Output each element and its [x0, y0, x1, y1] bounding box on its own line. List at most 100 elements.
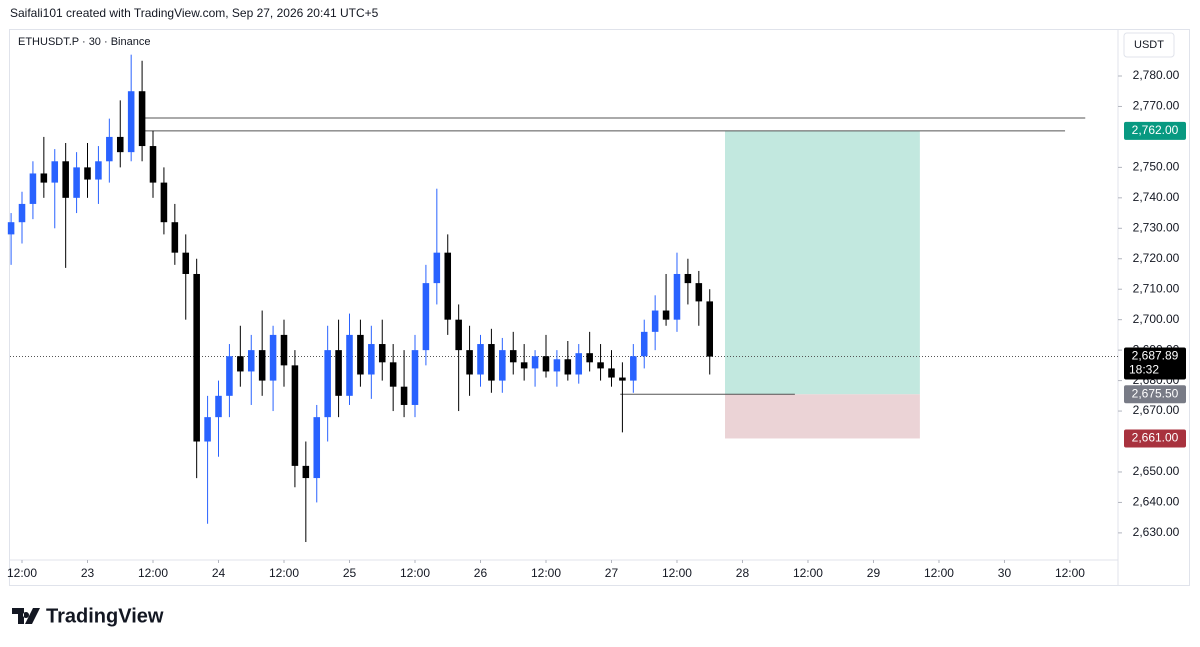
x-tick-label: 12:00: [138, 566, 168, 580]
y-tick-label: 2,700.00: [1133, 312, 1180, 326]
candle-body: [411, 350, 419, 405]
target-tag: [1124, 121, 1186, 140]
x-tick-label: 12:00: [1055, 566, 1085, 580]
candle-body: [499, 350, 506, 381]
x-tick-label: 12:00: [662, 566, 692, 580]
candle-body: [313, 417, 321, 479]
candle-body: [215, 395, 222, 418]
x-tick-label: 12:00: [793, 566, 823, 580]
x-tick-label: 24: [212, 566, 226, 580]
symbol-title: ETHUSDT.P · 30 · Binance: [18, 36, 150, 48]
candle-body: [564, 359, 572, 375]
candle-body: [542, 356, 550, 372]
current-price-tag: [1124, 347, 1186, 380]
candle-body: [62, 161, 69, 198]
candle-body: [18, 203, 26, 223]
candle-body: [422, 283, 430, 351]
candle-body: [40, 173, 48, 183]
candle-body: [586, 353, 593, 363]
candle-body: [95, 161, 102, 180]
candle-body: [488, 344, 495, 381]
current-price-label: 2,687.89: [1132, 349, 1179, 363]
candle-body: [106, 136, 113, 162]
x-tick-label: 26: [474, 566, 488, 580]
target-tag-label: 2,762.00: [1132, 123, 1179, 137]
profit-zone: [725, 130, 920, 395]
y-tick-label: 2,670.00: [1133, 403, 1180, 417]
y-tick-label: 2,770.00: [1133, 99, 1180, 113]
candle-body: [302, 465, 310, 479]
x-tick-label: 27: [605, 566, 619, 580]
candle-body: [520, 362, 528, 369]
candle-body: [662, 310, 670, 320]
candle-body: [531, 356, 539, 369]
candle-body: [116, 136, 124, 153]
candle-body: [706, 301, 714, 357]
y-tick-label: 2,740.00: [1133, 190, 1180, 204]
candle-body: [509, 350, 517, 363]
loss-zone: [725, 394, 920, 439]
logo: TradingView: [12, 605, 164, 627]
entry-tag-label: 2,675.50: [1132, 386, 1179, 400]
candle-body: [269, 334, 277, 381]
candle-body: [193, 273, 200, 442]
candle-body: [171, 222, 179, 253]
candle-body: [160, 182, 168, 223]
y-tick-label: 2,710.00: [1133, 281, 1180, 295]
logo-mark: [12, 608, 40, 624]
candle-body: [477, 344, 484, 375]
candle-body: [73, 167, 80, 198]
candle-body: [630, 356, 637, 381]
attribution: Saifali101 created with TradingView.com,…: [10, 6, 379, 20]
x-tick-label: 25: [343, 566, 357, 580]
candle-body: [684, 273, 692, 284]
candle-body: [335, 350, 342, 396]
candle-body: [695, 283, 703, 302]
countdown: 18:32: [1129, 363, 1159, 377]
frame: [9, 29, 1190, 586]
candle-body: [7, 222, 15, 235]
y-tick-label: 2,750.00: [1133, 160, 1180, 174]
y-tick-label: 2,780.00: [1133, 68, 1180, 82]
x-tick-label: 12:00: [400, 566, 430, 580]
candle-body: [149, 146, 157, 183]
candle-body: [280, 334, 288, 366]
candle-body: [324, 350, 331, 418]
candle-body: [368, 344, 375, 375]
y-tick-label: 2,730.00: [1133, 220, 1180, 234]
entry-tag: [1124, 385, 1186, 404]
stop-tag: [1124, 429, 1186, 448]
candle-body: [651, 310, 659, 332]
candle-body: [673, 273, 681, 320]
candle-body: [237, 356, 244, 372]
candle-body: [357, 334, 364, 375]
candle-body: [389, 362, 397, 387]
candle-body: [455, 319, 462, 351]
x-tick-label: 12:00: [531, 566, 561, 580]
x-tick-label: 12:00: [269, 566, 299, 580]
y-tick-label: 2,640.00: [1133, 495, 1180, 509]
x-tick-label: 23: [81, 566, 95, 580]
candle-body: [553, 359, 561, 372]
candle-body: [466, 350, 473, 375]
candle-body: [51, 161, 59, 183]
y-tick-label: 2,630.00: [1133, 525, 1180, 539]
candle-body: [226, 356, 233, 396]
candle-body: [29, 173, 37, 204]
candle-body: [444, 252, 452, 320]
x-tick-label: 12:00: [7, 566, 37, 580]
y-tick-label: 2,720.00: [1133, 251, 1180, 265]
candle-body: [640, 331, 648, 357]
candle-body: [258, 350, 266, 381]
y-tick-label: 2,650.00: [1133, 464, 1180, 478]
currency-box: [1123, 32, 1175, 58]
candle-body: [291, 365, 299, 466]
candle-body: [433, 252, 441, 284]
x-tick-label: 28: [736, 566, 750, 580]
y-axis-label: USDT: [1134, 39, 1164, 51]
candle-body: [597, 362, 604, 369]
candle-body: [346, 334, 353, 396]
candle-body: [182, 252, 190, 274]
x-tick-label: 30: [998, 566, 1012, 580]
candle-body: [575, 353, 583, 375]
